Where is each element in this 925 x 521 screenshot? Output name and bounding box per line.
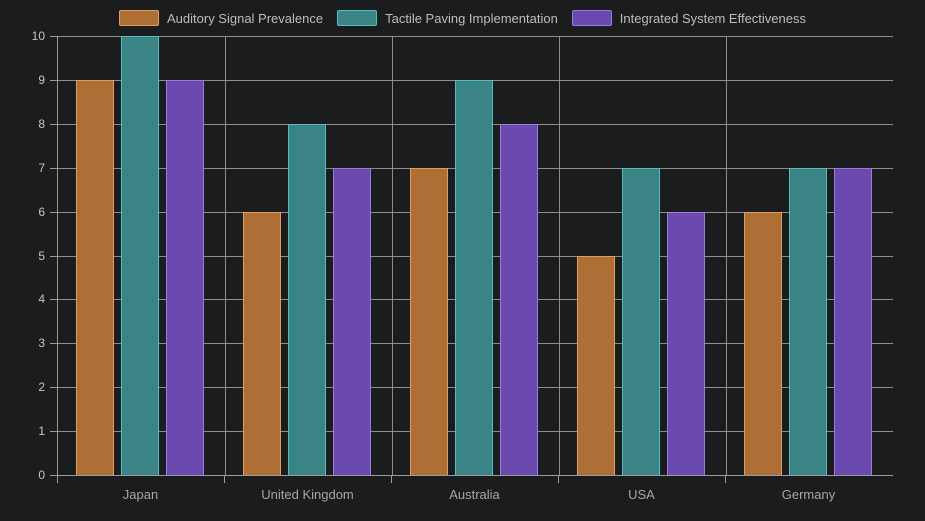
y-axis-tick-label: 7 bbox=[38, 160, 45, 175]
legend-label: Tactile Paving Implementation bbox=[385, 10, 558, 26]
y-axis-tick-label: 10 bbox=[31, 29, 45, 43]
legend-swatch-icon bbox=[119, 10, 159, 26]
bar-united-kingdom-series-0 bbox=[243, 211, 281, 475]
y-axis-tick-label: 3 bbox=[38, 336, 45, 351]
y-axis-tick bbox=[50, 255, 57, 257]
y-axis-tick bbox=[50, 343, 57, 345]
legend-swatch-icon bbox=[571, 10, 612, 26]
y-axis-tick bbox=[50, 36, 57, 37]
bar-australia-series-1 bbox=[455, 79, 493, 475]
bar-usa-series-2 bbox=[667, 211, 705, 475]
y-axis-tick bbox=[50, 431, 57, 433]
y-axis-tick bbox=[50, 123, 57, 125]
y-gridline bbox=[58, 36, 893, 37]
x-axis-tick bbox=[391, 475, 392, 483]
y-axis-tick-label: 6 bbox=[38, 204, 45, 219]
bar-australia-series-2 bbox=[500, 123, 538, 475]
bar-germany-series-2 bbox=[834, 167, 872, 475]
plot-area bbox=[57, 36, 893, 476]
bar-australia-series-0 bbox=[410, 167, 448, 475]
y-axis-tick bbox=[50, 167, 57, 169]
y-axis-tick-label: 9 bbox=[38, 72, 45, 87]
y-axis-tick bbox=[50, 79, 57, 81]
legend-item[interactable]: Integrated System Effectiveness bbox=[571, 10, 806, 26]
bar-united-kingdom-series-1 bbox=[288, 123, 326, 475]
y-axis-tick bbox=[50, 299, 57, 301]
legend-label: Auditory Signal Prevalence bbox=[167, 10, 324, 26]
y-axis-tick-label: 4 bbox=[38, 292, 45, 307]
chart-legend: Auditory Signal Prevalence Tactile Paving… bbox=[0, 9, 925, 27]
bar-united-kingdom-series-2 bbox=[333, 167, 371, 475]
bar-usa-series-1 bbox=[622, 167, 660, 475]
legend-item[interactable]: Tactile Paving Implementation bbox=[337, 10, 558, 26]
x-axis-tick bbox=[725, 475, 726, 483]
x-axis-tick bbox=[224, 475, 225, 483]
x-gridline-separator bbox=[726, 36, 727, 475]
x-gridline-separator bbox=[392, 36, 393, 475]
y-axis-tick-label: 8 bbox=[38, 116, 45, 131]
x-axis-category-label: Australia bbox=[449, 487, 500, 502]
legend-swatch-icon bbox=[337, 10, 378, 26]
y-axis-tick bbox=[50, 475, 57, 476]
bar-germany-series-0 bbox=[744, 211, 782, 475]
legend-item[interactable]: Auditory Signal Prevalence bbox=[119, 10, 323, 26]
y-axis-tick-label: 1 bbox=[38, 424, 45, 439]
x-axis-category-label: United Kingdom bbox=[261, 487, 354, 502]
bar-usa-series-0 bbox=[577, 255, 615, 475]
x-axis-tick bbox=[558, 475, 559, 483]
legend-label: Integrated System Effectiveness bbox=[619, 10, 806, 26]
bar-japan-series-2 bbox=[166, 79, 204, 475]
x-axis-tick bbox=[57, 475, 58, 483]
x-axis-category-label: Japan bbox=[122, 487, 159, 502]
bar-japan-series-1 bbox=[121, 36, 159, 475]
x-gridline-separator bbox=[559, 36, 560, 475]
y-axis-tick bbox=[50, 211, 57, 213]
y-axis-tick-label: 2 bbox=[38, 380, 45, 395]
y-axis-tick-label: 0 bbox=[38, 468, 45, 482]
x-axis-category-label: Germany bbox=[781, 487, 836, 502]
x-axis-category-label: USA bbox=[628, 487, 655, 502]
y-axis-tick-label: 5 bbox=[38, 248, 45, 263]
bar-japan-series-0 bbox=[76, 79, 114, 475]
x-gridline-separator bbox=[225, 36, 226, 475]
y-axis-tick bbox=[50, 387, 57, 389]
bar-germany-series-1 bbox=[789, 167, 827, 475]
